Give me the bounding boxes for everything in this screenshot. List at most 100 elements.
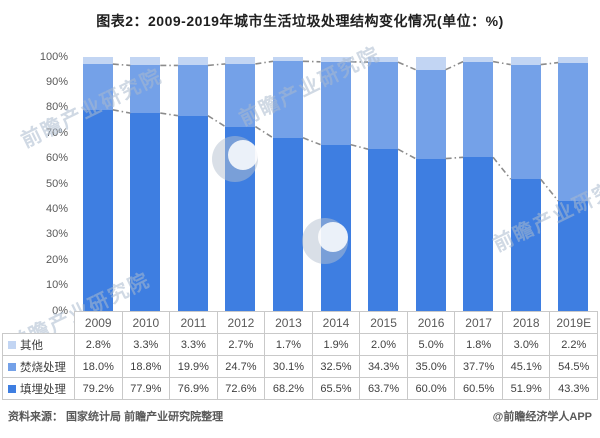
y-axis-tick: 10% bbox=[45, 279, 68, 292]
value-cell: 77.9% bbox=[122, 378, 171, 400]
bar-segment-incineration bbox=[272, 61, 303, 138]
value-cell: 43.3% bbox=[550, 378, 598, 400]
y-axis-tick: 60% bbox=[45, 152, 68, 165]
bar-segment-incineration bbox=[558, 62, 589, 202]
stacked-bar bbox=[368, 57, 399, 311]
legend-cell: 填埋处理 bbox=[3, 378, 75, 400]
bar-column-2016 bbox=[407, 57, 455, 311]
stacked-bar bbox=[272, 57, 303, 311]
legend-swatch-icon bbox=[8, 362, 16, 371]
value-cell: 34.3% bbox=[360, 356, 408, 378]
value-cell: 18.8% bbox=[122, 356, 171, 378]
stacked-bar bbox=[320, 57, 351, 311]
value-cell: 79.2% bbox=[75, 378, 123, 400]
bar-segment-landfill bbox=[177, 115, 208, 311]
legend-swatch-icon bbox=[8, 384, 16, 393]
y-axis-tick: 20% bbox=[45, 253, 68, 266]
value-cell: 2.0% bbox=[360, 334, 408, 356]
value-cell: 63.7% bbox=[360, 378, 408, 400]
y-axis-tick: 90% bbox=[45, 75, 68, 88]
value-cell: 2.8% bbox=[75, 334, 123, 356]
value-cell: 1.9% bbox=[312, 334, 361, 356]
stacked-bar bbox=[510, 57, 541, 311]
year-cell: 2011 bbox=[170, 312, 218, 333]
bar-segment-incineration bbox=[82, 64, 113, 110]
bars-container bbox=[74, 56, 597, 311]
year-cell: 2014 bbox=[313, 312, 361, 333]
bar-column-2010 bbox=[122, 57, 170, 311]
value-cell: 1.7% bbox=[265, 334, 313, 356]
bar-segment-incineration bbox=[368, 62, 399, 150]
bar-column-2014 bbox=[312, 57, 360, 311]
legend-label: 焚烧处理 bbox=[20, 361, 66, 374]
value-cell: 65.5% bbox=[312, 378, 361, 400]
value-cell: 32.5% bbox=[312, 356, 361, 378]
plot-area bbox=[74, 56, 597, 311]
stacked-bar bbox=[415, 57, 446, 311]
bar-segment-other bbox=[463, 57, 494, 62]
bar-column-2018 bbox=[502, 57, 550, 311]
value-cell: 3.3% bbox=[170, 334, 218, 356]
year-cell: 2016 bbox=[408, 312, 456, 333]
year-cell: 2018 bbox=[503, 312, 551, 333]
year-cell: 2012 bbox=[218, 312, 266, 333]
bar-segment-incineration bbox=[320, 62, 351, 145]
value-cell: 68.2% bbox=[265, 378, 313, 400]
year-cell: 2009 bbox=[75, 312, 123, 333]
bar-segment-incineration bbox=[415, 69, 446, 159]
value-cell: 5.0% bbox=[407, 334, 456, 356]
bar-segment-other bbox=[82, 57, 113, 65]
bar-column-2019E bbox=[549, 57, 597, 311]
bar-segment-other bbox=[272, 57, 303, 62]
bar-segment-incineration bbox=[225, 63, 256, 127]
bar-segment-landfill bbox=[320, 144, 351, 311]
y-axis-tick: 0% bbox=[52, 304, 68, 317]
bar-segment-other bbox=[130, 57, 161, 66]
bar-segment-landfill bbox=[463, 157, 494, 311]
credit-text: @前瞻经济学人APP bbox=[492, 411, 592, 423]
legend-cell: 焚烧处理 bbox=[3, 356, 75, 378]
bar-segment-other bbox=[177, 56, 208, 66]
y-axis-tick: 40% bbox=[45, 202, 68, 215]
legend-label: 其他 bbox=[20, 339, 43, 352]
year-cell: 2013 bbox=[265, 312, 313, 333]
value-cell: 30.1% bbox=[265, 356, 313, 378]
value-cell: 1.8% bbox=[455, 334, 503, 356]
bar-segment-landfill bbox=[415, 158, 446, 311]
value-cell: 54.5% bbox=[550, 356, 598, 378]
legend-cell: 其他 bbox=[3, 334, 75, 356]
bar-column-2017 bbox=[454, 57, 502, 311]
stacked-bar bbox=[82, 57, 113, 311]
stacked-bar bbox=[558, 57, 589, 311]
bar-segment-landfill bbox=[130, 113, 161, 311]
value-cell: 35.0% bbox=[407, 356, 456, 378]
bar-segment-incineration bbox=[463, 61, 494, 158]
y-axis-tick: 80% bbox=[45, 101, 68, 114]
bar-segment-incineration bbox=[130, 65, 161, 114]
bar-column-2009 bbox=[74, 57, 122, 311]
year-cell: 2015 bbox=[360, 312, 408, 333]
value-cell: 51.9% bbox=[502, 378, 551, 400]
y-axis-tick: 30% bbox=[45, 228, 68, 241]
value-cell: 45.1% bbox=[502, 356, 551, 378]
y-axis-tick: 100% bbox=[39, 50, 68, 63]
bar-column-2013 bbox=[264, 57, 312, 311]
bar-segment-incineration bbox=[177, 65, 208, 116]
stacked-bar bbox=[177, 56, 208, 311]
stacked-bar bbox=[463, 57, 494, 311]
source-text: 资料来源： 国家统计局 前瞻产业研究院整理 bbox=[8, 411, 224, 423]
year-cell: 2017 bbox=[455, 312, 503, 333]
bar-segment-landfill bbox=[272, 137, 303, 311]
bar-segment-other bbox=[415, 57, 446, 70]
y-axis-tick: 50% bbox=[45, 177, 68, 190]
stacked-bar bbox=[130, 57, 161, 311]
year-cell: 2019E bbox=[550, 312, 598, 333]
bar-segment-other bbox=[558, 57, 589, 63]
year-cell: 2010 bbox=[123, 312, 171, 333]
bar-segment-landfill bbox=[82, 109, 113, 311]
data-table: 其他 2.8% 3.3% 3.3% 2.7% 1.7% 1.9% 2.0% 5.0% 1.8% 3.… bbox=[2, 333, 598, 400]
bar-segment-other bbox=[368, 57, 399, 63]
bar-segment-landfill bbox=[368, 149, 399, 311]
value-cell: 3.3% bbox=[122, 334, 171, 356]
